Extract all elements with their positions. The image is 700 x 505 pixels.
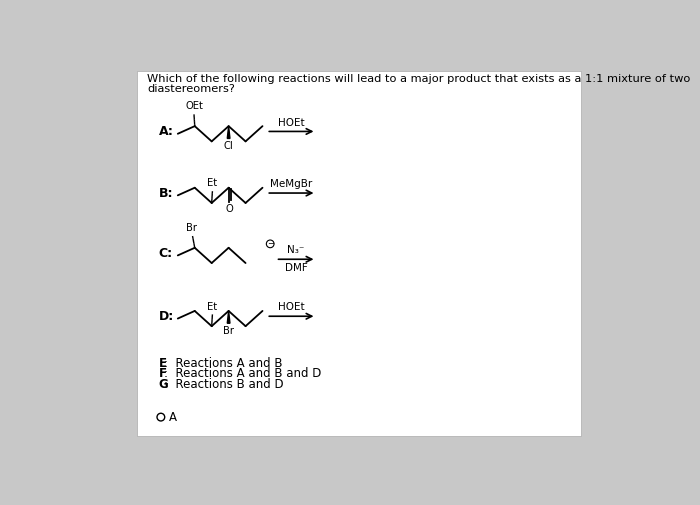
Text: Br: Br xyxy=(223,326,234,335)
Text: Et: Et xyxy=(207,301,218,312)
Text: E: E xyxy=(158,357,167,370)
Text: B:: B: xyxy=(158,186,173,199)
Text: Br: Br xyxy=(186,223,197,233)
Text: Et: Et xyxy=(207,178,218,188)
Circle shape xyxy=(157,413,164,421)
Text: C:: C: xyxy=(158,246,173,260)
Text: N₃⁻: N₃⁻ xyxy=(287,245,304,256)
Text: F: F xyxy=(158,368,167,380)
Text: HOEt: HOEt xyxy=(278,118,304,128)
Text: :  Reactions B and D: : Reactions B and D xyxy=(164,378,284,391)
Text: :  Reactions A and B: : Reactions A and B xyxy=(164,357,282,370)
Text: A: A xyxy=(169,411,176,424)
Text: O: O xyxy=(225,204,233,214)
Polygon shape xyxy=(228,311,230,323)
Text: G: G xyxy=(158,378,168,391)
Text: −: − xyxy=(267,239,274,248)
Text: Which of the following reactions will lead to a major product that exists as a 1: Which of the following reactions will le… xyxy=(147,74,690,84)
Circle shape xyxy=(266,240,274,248)
Text: DMF: DMF xyxy=(285,263,307,273)
Text: A:: A: xyxy=(158,125,174,138)
Text: D:: D: xyxy=(158,310,174,323)
Text: MeMgBr: MeMgBr xyxy=(270,179,312,189)
FancyBboxPatch shape xyxy=(137,71,580,436)
Text: Cl: Cl xyxy=(224,141,234,151)
Polygon shape xyxy=(228,126,230,138)
Text: HOEt: HOEt xyxy=(278,302,304,313)
Text: OEt: OEt xyxy=(185,102,203,112)
Text: diastereomers?: diastereomers? xyxy=(147,84,235,94)
Text: :  Reactions A and B and D: : Reactions A and B and D xyxy=(164,368,321,380)
